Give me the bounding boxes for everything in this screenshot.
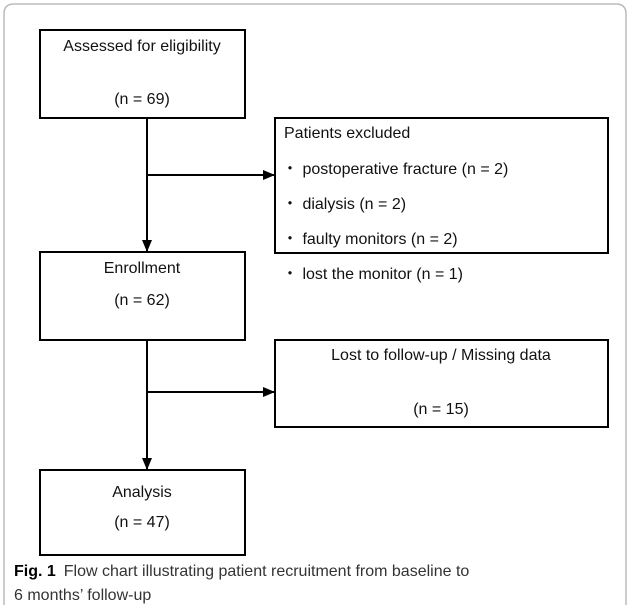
box-excluded — [274, 117, 609, 254]
caption-line: 6 months’ follow-up — [14, 587, 151, 604]
caption-label: Fig. 1 — [14, 563, 56, 580]
caption-line: Flow chart illustrating patient recruitm… — [64, 563, 470, 580]
box-enrollment — [39, 251, 246, 341]
node-count: (n = 62) — [114, 292, 170, 309]
exclusion-item: ・ postoperative fracture (n = 2) — [282, 161, 508, 178]
caption: Fig. 1 Flow chart illustrating patient re… — [14, 563, 469, 580]
exclusion-item: ・ dialysis (n = 2) — [282, 196, 406, 213]
exclusion-item: ・ faulty monitors (n = 2) — [282, 231, 458, 248]
node-label: Lost to follow-up / Missing data — [331, 347, 551, 364]
node-count: (n = 47) — [114, 514, 170, 531]
node-label: Enrollment — [104, 260, 181, 277]
node-count: (n = 69) — [114, 91, 170, 108]
node-label: Assessed for eligibility — [63, 38, 220, 55]
exclusion-item: ・ lost the monitor (n = 1) — [282, 266, 463, 283]
node-label: Analysis — [112, 484, 172, 501]
node-label: Patients excluded — [284, 125, 410, 142]
box-lost — [274, 339, 609, 428]
node-count: (n = 15) — [413, 401, 469, 418]
box-eligibility — [39, 29, 246, 119]
frame — [3, 3, 627, 605]
box-analysis — [39, 469, 246, 556]
